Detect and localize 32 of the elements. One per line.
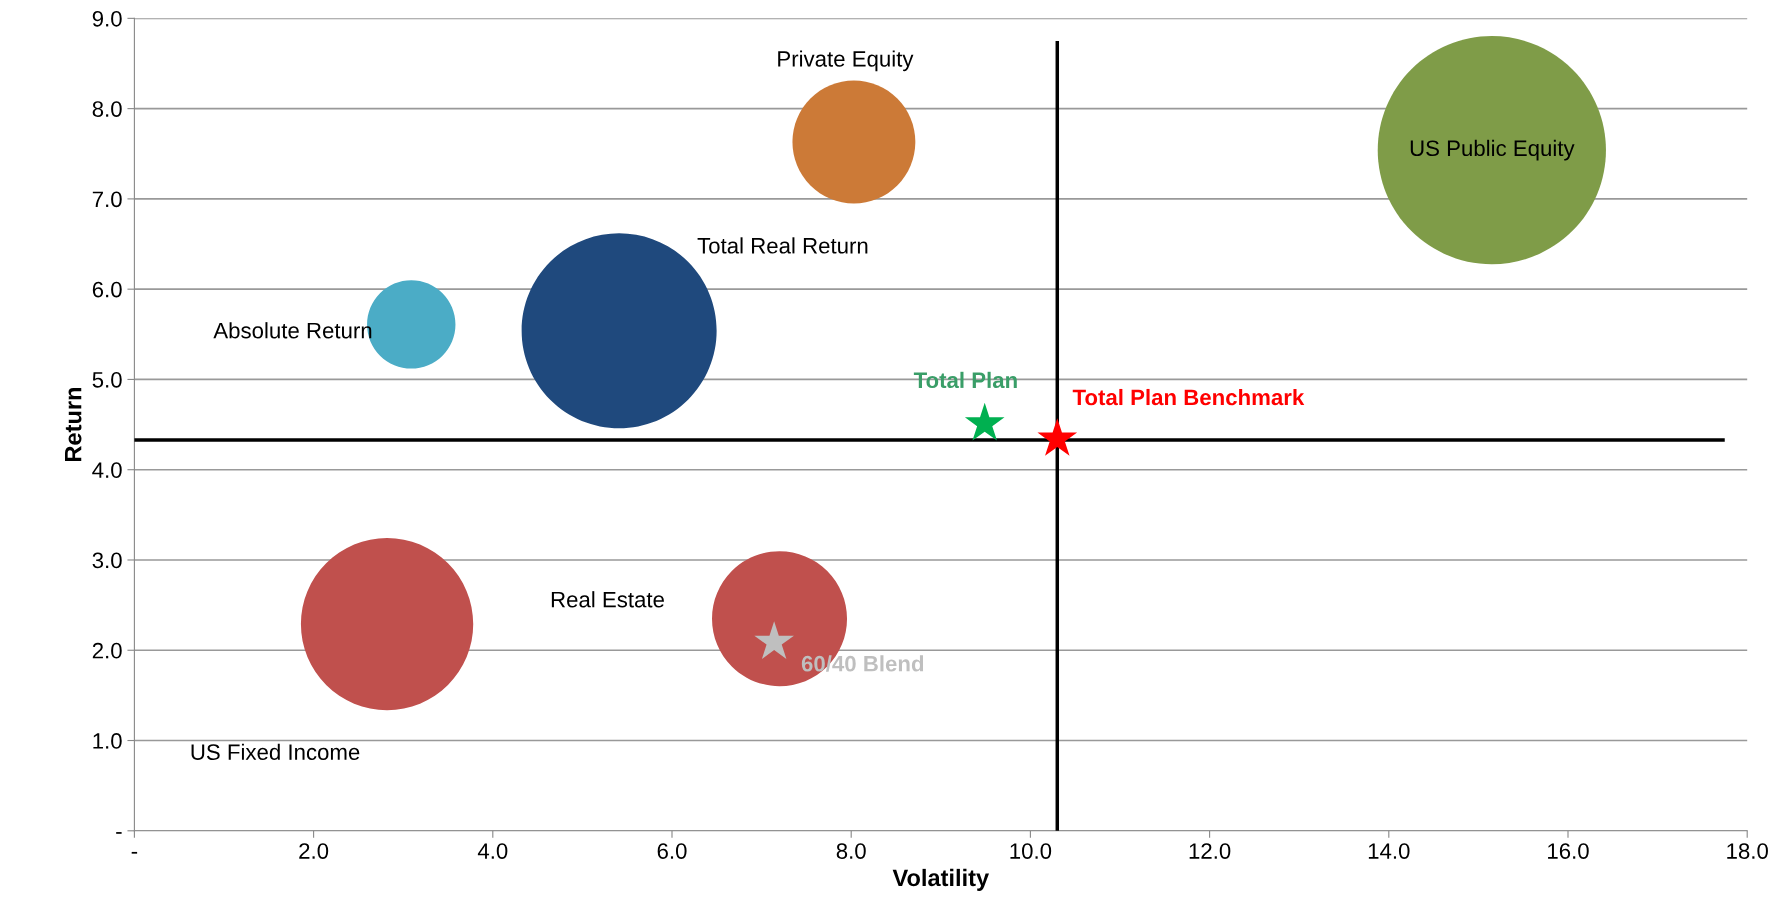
y-tick-label: 5.0 — [92, 371, 122, 388]
x-tick-label: 2.0 — [299, 843, 329, 859]
y-tick-label: - — [116, 832, 122, 834]
y-tick-label: 8.0 — [92, 101, 122, 117]
y-tick-label: 4.0 — [92, 462, 122, 478]
x-tick-label: 12.0 — [1189, 843, 1231, 859]
y-tick-label: 9.0 — [92, 10, 122, 27]
series-label: Total Plan Benchmark — [1072, 388, 1305, 406]
series-label: Total Real Return — [697, 237, 868, 254]
y-tick-label: 1.0 — [93, 733, 122, 749]
y-tick-label: 2.0 — [92, 642, 122, 659]
text: Real Estate — [551, 591, 664, 608]
x-tick-label: 6.0 — [657, 843, 687, 859]
point — [754, 621, 794, 659]
x-tick-label: 16.0 — [1548, 843, 1589, 859]
point — [964, 402, 1005, 441]
y-tick-label: 7.0 — [92, 191, 122, 208]
x-tick-label: 4.0 — [477, 843, 508, 859]
x-tick-label: - — [131, 851, 138, 854]
x-tick-label: 10.0 — [1010, 843, 1052, 859]
y-tick-label: 3.0 — [92, 552, 122, 569]
point — [1037, 418, 1078, 456]
x-tick-label: 18.0 — [1727, 843, 1768, 859]
series-label: Total Plan — [913, 371, 1017, 389]
x-tick-label: 8.0 — [836, 843, 866, 859]
series-label: Private Equity — [778, 50, 914, 72]
x-axis-title: Volatility — [892, 868, 990, 891]
y-tick-label: 6.0 — [92, 281, 122, 298]
series-label: US Public Equity — [1410, 139, 1575, 161]
y-axis-title: Return — [65, 388, 82, 462]
x-tick-label: 14.0 — [1368, 843, 1410, 859]
series-label: US Fixed Income — [191, 743, 360, 761]
